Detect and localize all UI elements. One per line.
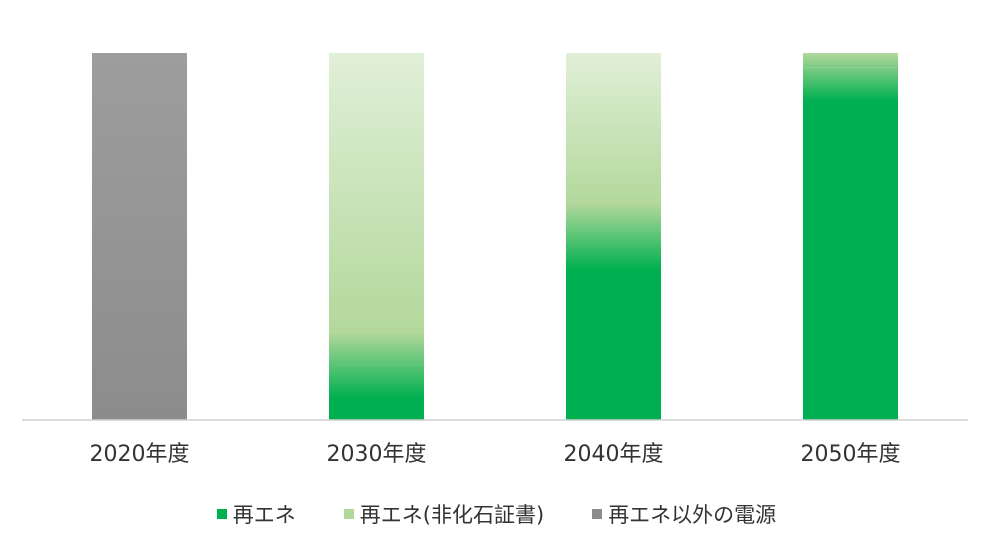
bar-2030年度-renewable-certificate <box>329 53 424 365</box>
legend: 再エネ 再エネ(非化石証書) 再エネ以外の電源 <box>0 496 993 532</box>
bar-2020年度-non-renewable <box>92 53 187 420</box>
x-tick-labels: 2020年度 2030年度 2040年度 2050年度 <box>90 442 901 467</box>
legend-item-renewable: 再エネ <box>216 499 296 529</box>
legend-label-non-renewable: 再エネ以外の電源 <box>608 503 777 527</box>
legend-item-non-renewable: 再エネ以外の電源 <box>592 499 776 529</box>
legend-swatch-renewable <box>216 509 227 519</box>
x-tick-label: 2050年度 <box>801 442 901 467</box>
legend-label-renewable-certificate: 再エネ(非化石証書) <box>359 503 545 527</box>
x-tick-label: 2020年度 <box>90 442 190 467</box>
bar-2040年度-renewable <box>566 236 661 420</box>
legend-label-renewable: 再エネ <box>232 503 296 527</box>
legend-swatch-non-renewable <box>592 509 603 519</box>
bar-2050年度-renewable-certificate <box>803 53 898 68</box>
bars-group <box>92 53 898 421</box>
bar-2050年度-renewable <box>803 67 898 421</box>
x-tick-label: 2030年度 <box>327 442 427 467</box>
legend-item-renewable-certificate: 再エネ(非化石証書) <box>343 499 545 529</box>
bar-2040年度-renewable-certificate <box>566 53 661 237</box>
stacked-bar-chart: 2020年度 2030年度 2040年度 2050年度 <box>22 53 968 467</box>
legend-swatch-renewable-certificate <box>343 509 354 519</box>
bar-2030年度-renewable <box>329 364 424 420</box>
x-tick-label: 2040年度 <box>564 442 664 467</box>
